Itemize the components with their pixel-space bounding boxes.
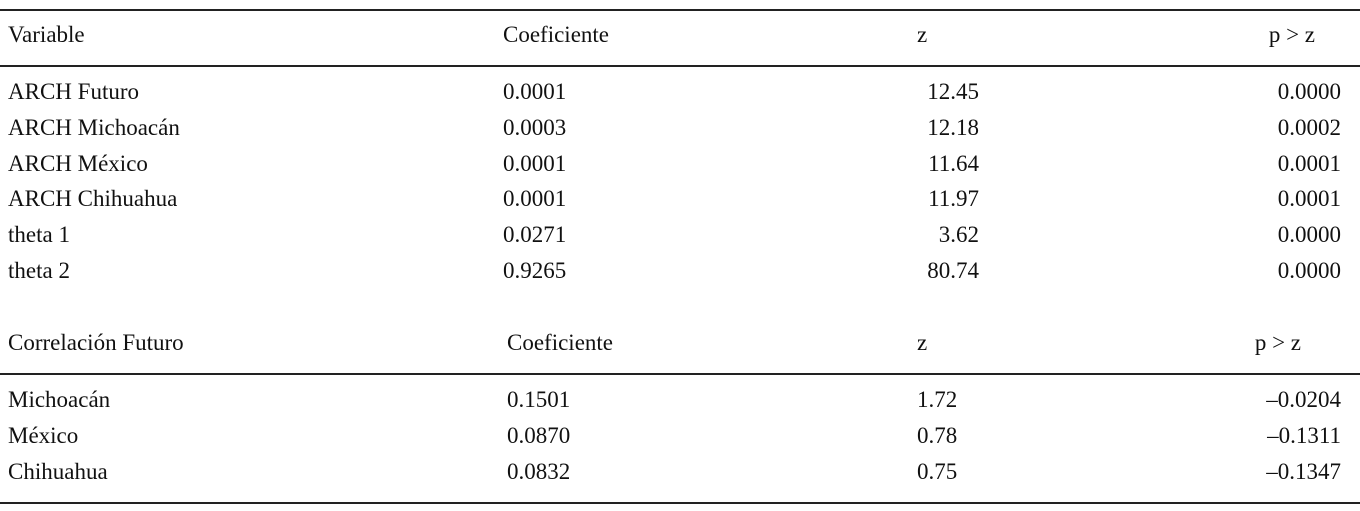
column-header: Coeficiente (503, 22, 610, 47)
column-header: Correlación Futuro (8, 330, 184, 355)
column-header: Coeficiente (507, 330, 614, 355)
table-cell: 11.97 (928, 186, 979, 212)
table-cell: 80.74 (927, 258, 979, 283)
table-cell: 0.0002 (1277, 114, 1341, 140)
table-cell: 0.0000 (1277, 258, 1341, 283)
table-cell: 1.72 (917, 387, 958, 412)
table-cell: 0.0001 (1277, 150, 1341, 176)
row-label: theta 2 (8, 258, 70, 283)
row-label: ARCH México (8, 150, 148, 176)
bottom-rule (0, 502, 1360, 504)
table-cell: 0.0001 (503, 186, 567, 212)
column-header: p > z (1254, 330, 1301, 355)
row-label: Michoacán (8, 387, 111, 412)
table-cell: 0.0000 (1277, 79, 1341, 104)
table-cell: –0.1347 (1266, 458, 1341, 484)
row-label: Chihuahua (8, 458, 108, 484)
column-header: Variable (8, 22, 85, 47)
table-cell: 0.0003 (503, 114, 567, 140)
table-cell: 0.0832 (507, 458, 571, 484)
header-rule (0, 65, 1360, 67)
table-cell: 0.75 (917, 458, 958, 484)
top-rule (0, 9, 1360, 11)
table-cell: 0.0001 (1277, 186, 1341, 212)
table-cell: 3.62 (938, 222, 979, 248)
table-cell: 0.9265 (503, 258, 567, 283)
table-cell: 0.0001 (503, 150, 567, 176)
column-header: z (917, 22, 928, 47)
row-label: México (8, 422, 79, 448)
row-label: ARCH Michoacán (8, 114, 180, 140)
header-rule (0, 373, 1360, 375)
table-cell: 0.0870 (507, 422, 571, 448)
table-cell: 12.18 (927, 114, 979, 140)
table-cell: 0.1501 (507, 387, 571, 412)
column-header: p > z (1268, 22, 1315, 47)
table-cell: 0.0001 (503, 79, 567, 104)
row-label: ARCH Futuro (8, 79, 139, 104)
row-label: theta 1 (8, 222, 70, 248)
table-cell: –0.1311 (1267, 422, 1341, 448)
row-label: ARCH Chihuahua (8, 186, 178, 212)
table-cell: 11.64 (928, 150, 979, 176)
table-cell: 12.45 (927, 79, 979, 104)
table-cell: 0.0271 (503, 222, 567, 248)
column-header: z (917, 330, 928, 355)
table-cell: –0.0204 (1266, 387, 1341, 412)
table-cell: 0.0000 (1277, 222, 1341, 248)
table-cell: 0.78 (917, 422, 958, 448)
